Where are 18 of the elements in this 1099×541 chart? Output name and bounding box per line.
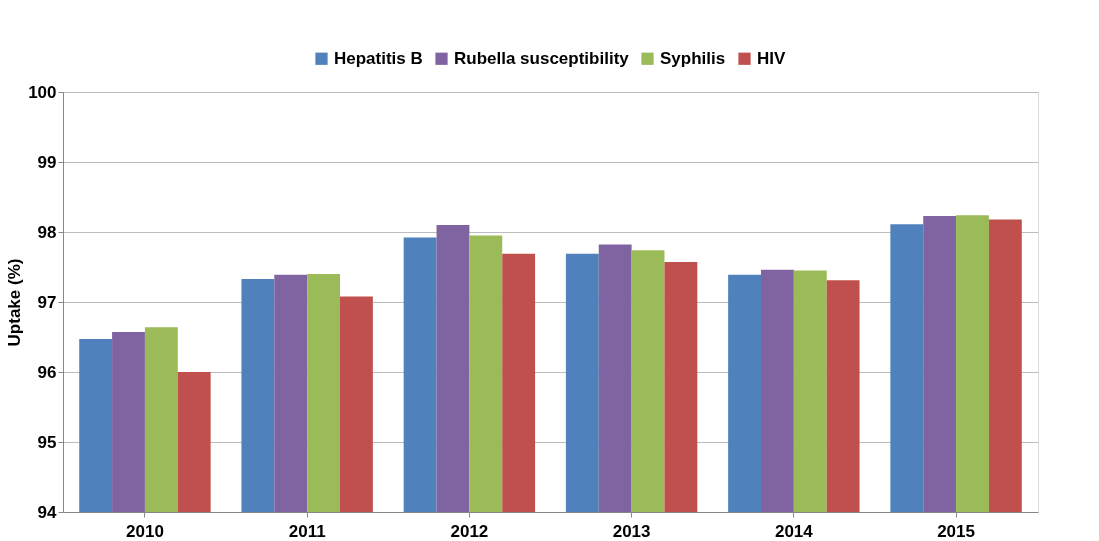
y-tick-label: 96	[37, 362, 57, 382]
x-tick-label: 2011	[288, 521, 326, 541]
legend-label: Syphilis	[660, 48, 726, 68]
legend-label: Hepatitis B	[334, 48, 423, 68]
legend-label: HIV	[757, 48, 786, 68]
y-tick-label: 94	[37, 502, 58, 522]
x-tick-label: 2010	[126, 521, 164, 541]
x-tick-label: 2015	[937, 521, 975, 541]
x-tick-label: 2012	[450, 521, 489, 541]
y-tick-label: 98	[37, 222, 57, 242]
y-tick-label: 97	[37, 292, 57, 312]
x-tick-label: 2014	[774, 521, 814, 541]
y-tick-label: 95	[37, 432, 57, 452]
y-tick-label: 100	[28, 82, 57, 102]
legend-label: Rubella susceptibility	[454, 48, 630, 68]
y-tick-label: 99	[37, 152, 57, 172]
x-tick-label: 2013	[612, 521, 651, 541]
y-axis-title: Uptake (%)	[5, 258, 25, 347]
